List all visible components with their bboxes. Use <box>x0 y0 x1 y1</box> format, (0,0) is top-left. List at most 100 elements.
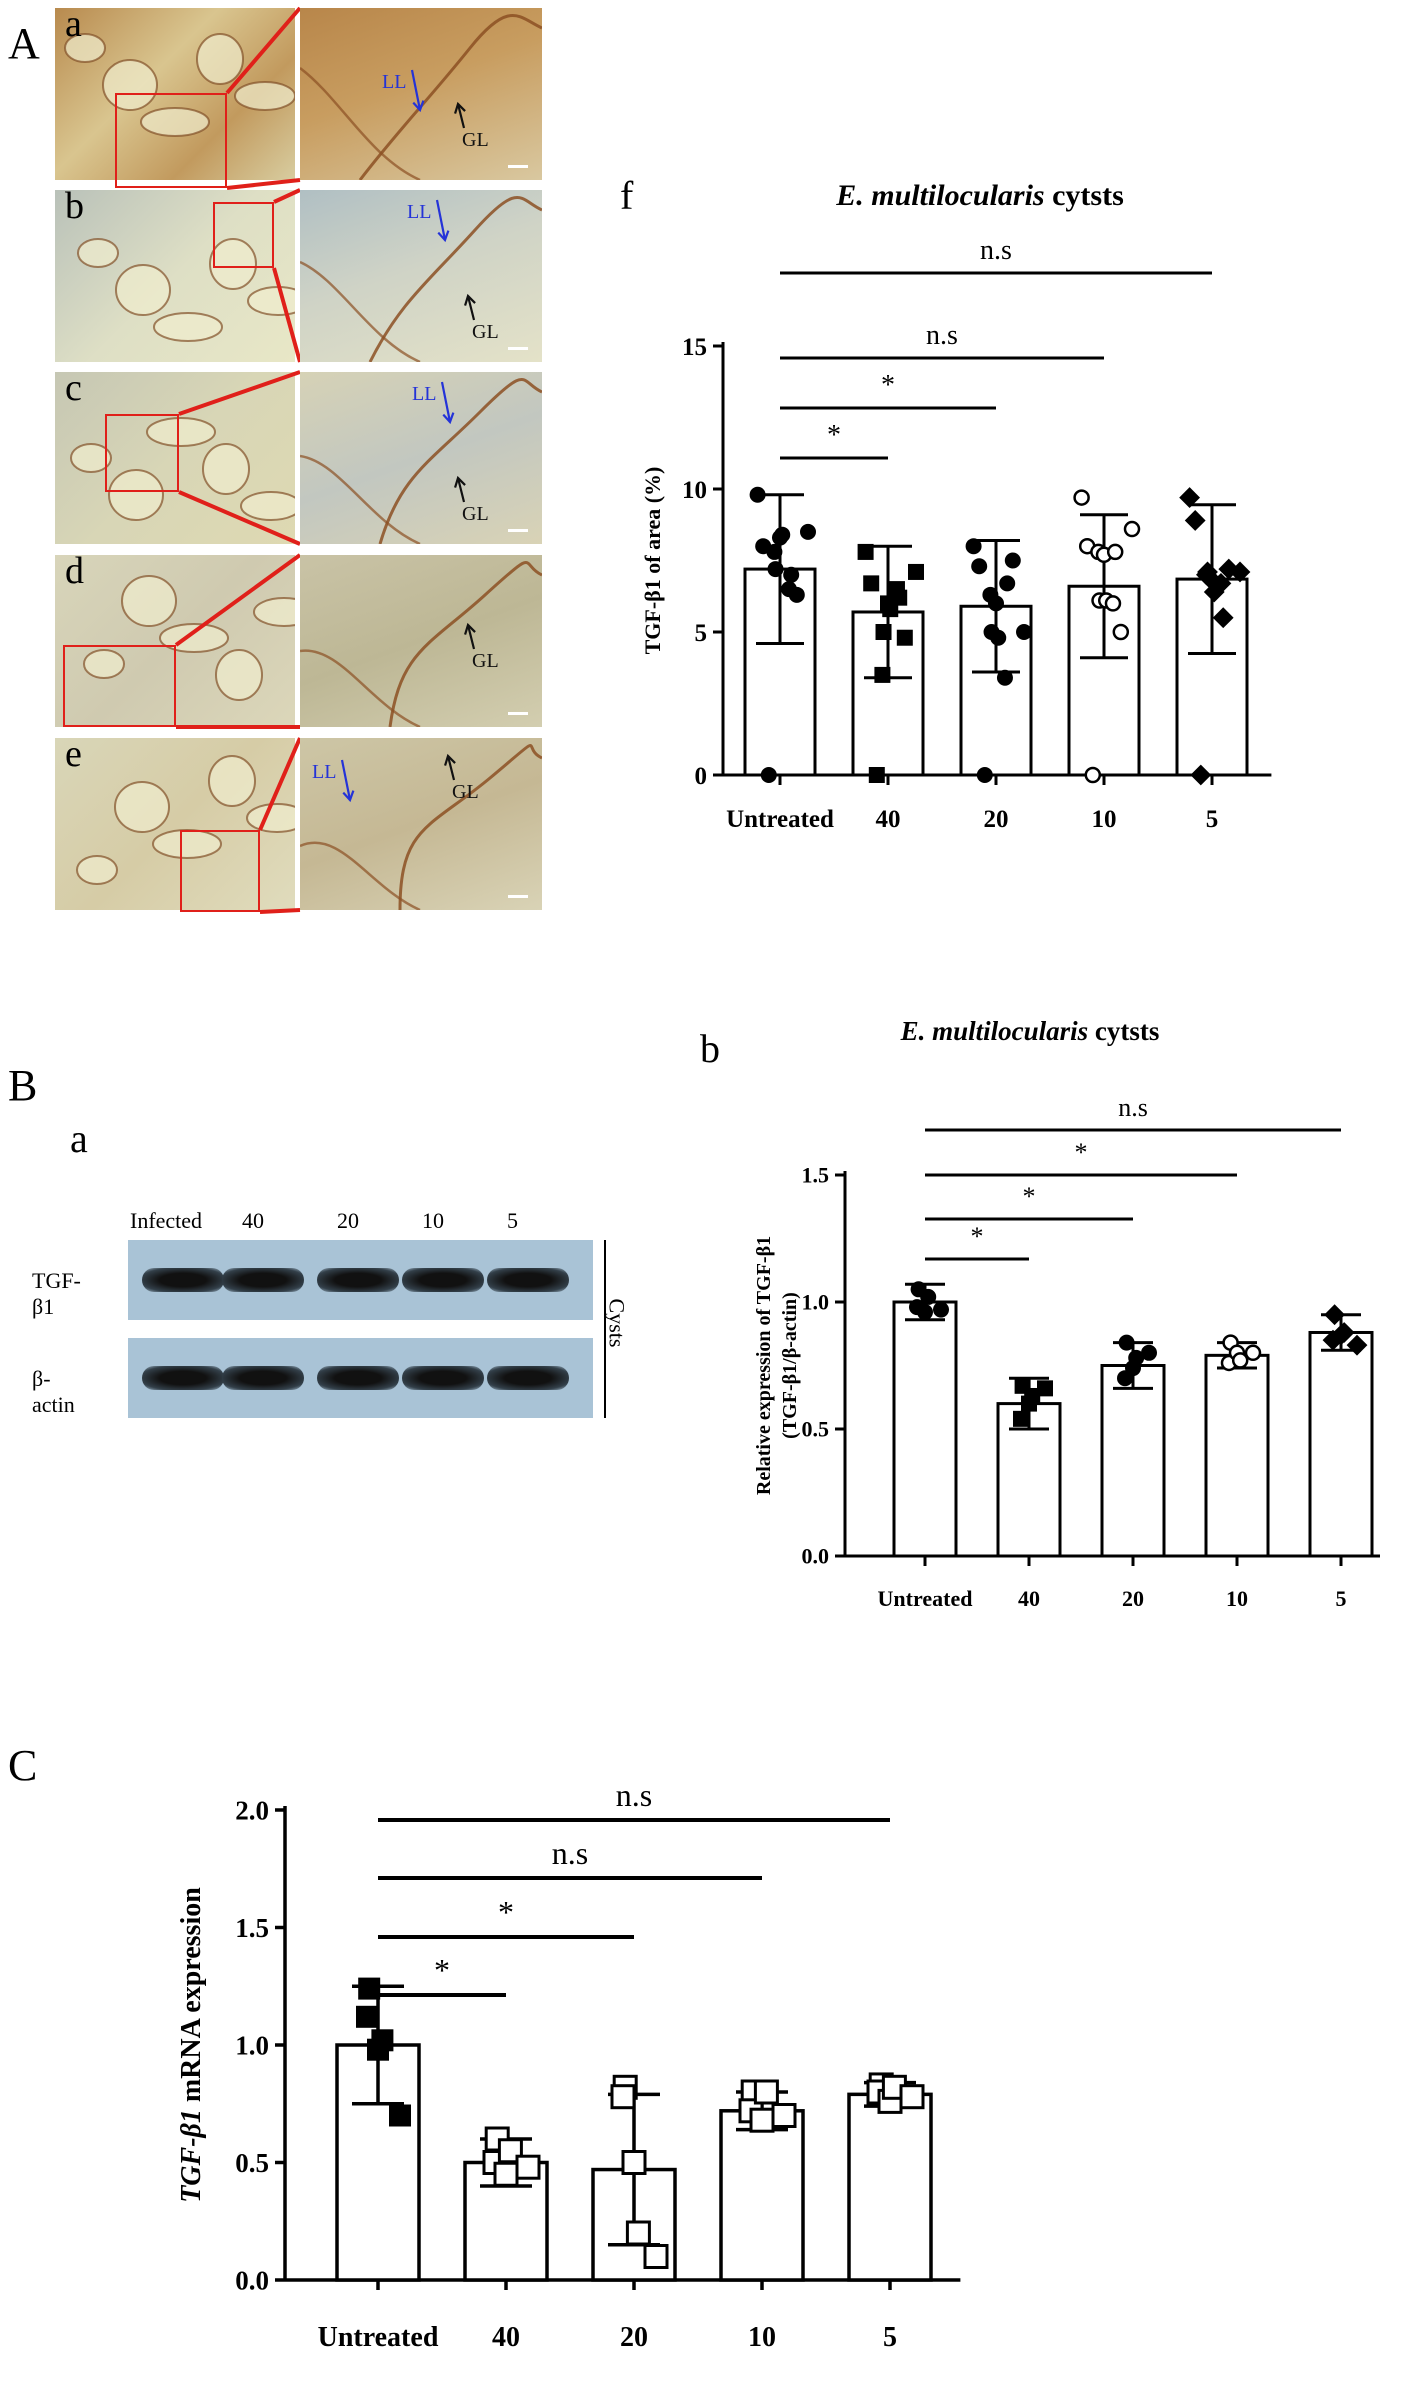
blot-lane-label: 10 <box>422 1208 444 1233</box>
data-point <box>371 2029 394 2052</box>
sublabel-d: d <box>65 550 84 592</box>
data-point <box>389 2104 411 2127</box>
data-point <box>863 575 880 592</box>
x-tick-label: 20 <box>620 2322 648 2353</box>
data-point <box>896 629 913 646</box>
data-point <box>625 2220 651 2246</box>
data-point <box>515 2154 541 2180</box>
data-point <box>999 575 1016 592</box>
data-point <box>1190 764 1212 786</box>
data-point <box>1322 1329 1344 1351</box>
significance-label: n.s <box>1118 1093 1148 1122</box>
blot-strip <box>128 1338 593 1418</box>
data-point <box>1112 623 1130 641</box>
bar-10 <box>1204 1353 1270 1558</box>
data-point <box>874 666 891 683</box>
zoom-box-a <box>115 93 227 188</box>
zoom-box-b <box>213 202 274 268</box>
y-tick-label: 0.0 <box>802 1544 830 1569</box>
blot-lane-label: 20 <box>337 1208 359 1233</box>
y-axis-label: Relative expression of TGF-β1 <box>753 1236 775 1495</box>
panel-letter-b: B <box>8 1061 38 1110</box>
x-tick-label: 40 <box>876 806 901 833</box>
x-tick-label: 10 <box>748 2322 776 2353</box>
significance-label: * <box>434 1952 450 1988</box>
data-point <box>1016 624 1032 640</box>
data-point <box>875 624 892 640</box>
panel-letter-c: C <box>8 1741 38 1790</box>
bar-20 <box>1100 1364 1166 1558</box>
data-point <box>780 581 797 598</box>
micrograph-low-c <box>55 372 295 544</box>
x-tick-label: 5 <box>1206 806 1219 833</box>
y-tick-label: 5 <box>695 620 708 647</box>
x-tick-label: 5 <box>883 2322 897 2353</box>
micrograph-low-e <box>55 738 295 910</box>
data-point <box>749 2107 775 2133</box>
data-point <box>1229 561 1251 583</box>
data-point <box>760 767 777 783</box>
data-point <box>996 669 1013 686</box>
data-point <box>1037 1380 1053 1397</box>
blot-band <box>222 1268 304 1292</box>
significance-label: * <box>498 1894 514 1930</box>
blot-side-label: Cysts <box>604 1298 630 1348</box>
chart-bb: 0.0 0.5 1.0 1.5 Untreated 40 20 10 5 * * * n.s E. mul… <box>690 1005 1399 1645</box>
panel-label-af: f <box>620 173 634 218</box>
blot-band <box>317 1366 399 1390</box>
x-tick-label: 10 <box>1226 1586 1248 1611</box>
y-tick-label: 1.0 <box>802 1290 830 1315</box>
sublabel-b: b <box>65 185 84 227</box>
chart-af-svg: 0 5 10 15 Untreated 40 20 10 5 * * n.s n.s E. multilo… <box>640 179 1272 833</box>
x-tick-label: Untreated <box>878 1586 973 1611</box>
bar-5 <box>1308 1330 1374 1558</box>
data-point <box>621 2150 647 2175</box>
bar-10 <box>719 2109 805 2282</box>
data-point <box>1141 1344 1157 1361</box>
scale-bar <box>508 165 528 168</box>
data-point <box>1004 552 1021 569</box>
sublabel-a: a <box>65 3 82 45</box>
data-point <box>1084 766 1102 784</box>
data-point <box>800 523 816 540</box>
data-point <box>1210 572 1232 594</box>
scale-bar <box>508 895 528 898</box>
data-point <box>783 566 800 583</box>
zoom-box-c <box>105 414 179 492</box>
data-point <box>917 1304 933 1321</box>
data-point <box>868 767 885 783</box>
blot-lane-label: Infected <box>130 1208 203 1233</box>
data-point <box>990 629 1007 646</box>
y-axis-label: TGF-β1 mRNA expression <box>176 1887 207 2203</box>
x-tick-label: 40 <box>1018 1586 1040 1611</box>
y-tick-label: 0.0 <box>235 2265 269 2295</box>
chart-title: E. multilocularis cytsts <box>900 1016 1160 1046</box>
data-point <box>1201 570 1223 591</box>
y-tick-label: 0 <box>695 763 708 790</box>
chart-af: 0 5 10 15 Untreated 40 20 10 5 * * n.s n.s E. multilo… <box>600 170 1360 870</box>
y-tick-label: 1.0 <box>235 2030 269 2060</box>
data-point <box>1244 1344 1262 1362</box>
panel-label-ba: a <box>70 1116 88 1161</box>
data-point <box>753 2079 779 2105</box>
chart-title: E. multilocularis cytsts <box>835 179 1124 212</box>
y-tick-label: 10 <box>682 477 707 504</box>
sublabel-e: e <box>65 733 82 775</box>
significance-label: * <box>827 420 841 451</box>
data-point <box>1184 510 1206 531</box>
micrograph-high-d <box>300 555 542 727</box>
scale-bar <box>508 529 528 532</box>
blot-band <box>487 1268 569 1292</box>
data-point <box>643 2244 669 2269</box>
data-point <box>1024 1387 1041 1404</box>
data-point <box>774 526 791 543</box>
x-tick-label: Untreated <box>318 2322 439 2353</box>
data-point <box>888 581 905 598</box>
significance-label: * <box>1023 1182 1036 1211</box>
significance-label: n.s <box>552 1835 588 1871</box>
data-point <box>771 2103 797 2128</box>
blot-band <box>142 1268 224 1292</box>
data-point <box>1073 489 1090 506</box>
micrograph-high-b <box>300 190 542 362</box>
significance-label: n.s <box>980 235 1012 266</box>
